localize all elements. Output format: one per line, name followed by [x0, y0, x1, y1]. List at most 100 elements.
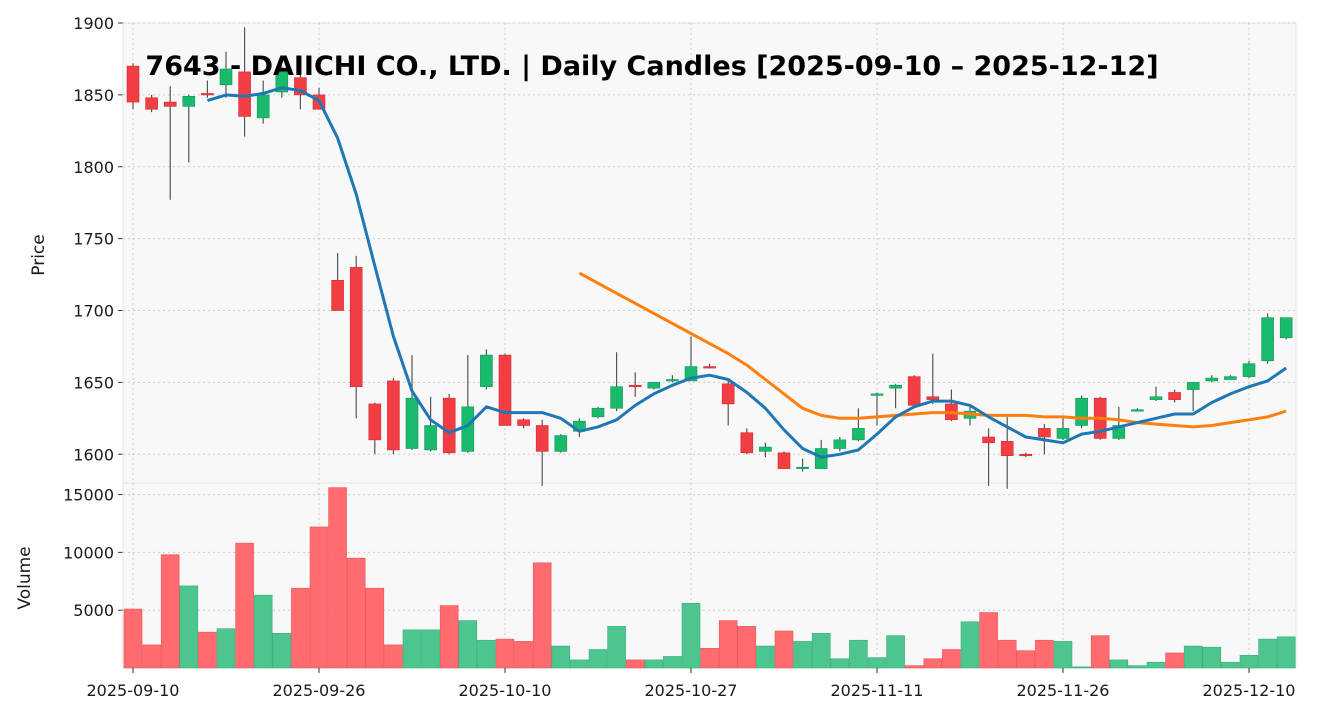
volume-bar — [291, 587, 310, 669]
candle-body — [256, 94, 270, 119]
candle-body — [145, 97, 158, 110]
candle-body — [870, 393, 884, 396]
x-tick-label: 2025-11-26 — [1017, 681, 1110, 700]
volume-bar — [514, 641, 533, 669]
volume-bar — [495, 638, 515, 669]
candle-body — [126, 65, 140, 103]
volume-bar — [718, 620, 738, 669]
candle-body — [182, 96, 196, 107]
volume-bar — [328, 487, 347, 669]
volume-bar — [402, 629, 422, 669]
candle-body — [1019, 453, 1033, 457]
volume-bar — [644, 659, 664, 669]
candle-body — [1038, 428, 1051, 438]
volume-bar — [588, 649, 608, 669]
candle-body — [498, 354, 512, 426]
volume-bar — [830, 658, 850, 669]
price-tick-label: 1650 — [73, 373, 114, 392]
candle-body — [740, 432, 754, 454]
candle-body — [424, 425, 437, 451]
candle-body — [387, 380, 400, 451]
volume-bar — [198, 631, 217, 669]
candle-body — [1205, 377, 1219, 382]
volume-tick-label: 10000 — [63, 543, 114, 562]
x-tick-label: 2025-12-10 — [1203, 681, 1296, 700]
candle-body — [1149, 396, 1163, 400]
candle-body — [219, 68, 233, 86]
volume-bar — [439, 605, 459, 669]
volume-bar — [904, 665, 924, 669]
x-tick-label: 2025-10-27 — [645, 681, 738, 700]
volume-bar — [849, 639, 868, 669]
candle-body — [517, 419, 530, 426]
volume-bar — [1072, 666, 1091, 669]
volume-bar — [886, 635, 905, 669]
volume-bar — [607, 626, 626, 669]
candle-body — [1168, 392, 1181, 400]
volume-bar — [253, 594, 273, 669]
volume-bar — [384, 644, 403, 669]
volume-bar — [1128, 665, 1147, 669]
volume-bar — [942, 649, 961, 669]
price-tick-label: 1800 — [73, 158, 114, 177]
volume-bar — [309, 526, 329, 669]
candle-body — [1056, 428, 1070, 439]
volume-bar — [756, 645, 775, 669]
volume-bar — [1035, 639, 1054, 669]
axes: 1600 1650 1700 1750 1800 1850 1900 5000 10000 150… — [63, 14, 1295, 700]
volume-bars — [123, 487, 1296, 669]
candle-body — [796, 466, 809, 469]
volume-bar — [1221, 661, 1240, 669]
price-tick-label: 1700 — [73, 302, 114, 321]
candle-body — [201, 93, 214, 96]
volume-bar — [737, 626, 757, 669]
candle-body — [405, 397, 419, 449]
candle-body — [1279, 317, 1293, 339]
candle-body — [833, 439, 847, 449]
candle-body — [777, 452, 791, 469]
x-tick-label: 2025-09-26 — [273, 681, 366, 700]
candle-body — [331, 280, 344, 311]
price-tick-label: 1900 — [73, 14, 114, 33]
volume-bar — [272, 633, 292, 669]
candle-body — [349, 267, 363, 387]
volume-bar — [421, 629, 440, 669]
volume-bar — [365, 587, 385, 669]
volume-tick-label: 5000 — [73, 601, 114, 620]
ma-short-line — [206, 86, 1288, 459]
volume-bar — [551, 645, 571, 669]
candle-body — [907, 376, 921, 406]
volume-bar — [142, 644, 161, 669]
volume-bar — [1276, 636, 1296, 669]
candle-body — [368, 403, 382, 441]
volume-bar — [793, 641, 812, 669]
volume-bar — [1146, 661, 1166, 669]
candle-body — [1075, 397, 1088, 426]
moving-average-lines — [206, 86, 1288, 459]
candle-body — [535, 425, 549, 452]
candle-body — [759, 446, 772, 452]
candle-body — [666, 379, 679, 382]
candle-body — [647, 382, 661, 389]
candle-body — [1000, 441, 1014, 456]
volume-bar — [923, 658, 943, 669]
candle-body — [591, 407, 605, 418]
candle-body — [721, 383, 735, 405]
volume-bar — [179, 585, 199, 669]
volume-bar — [216, 628, 236, 669]
candle-body — [554, 435, 568, 452]
volume-bar — [160, 554, 180, 669]
volume-bar — [867, 657, 887, 669]
volume-axis-label: Volume — [15, 546, 35, 609]
volume-bar — [1109, 659, 1129, 669]
candle-body — [610, 386, 623, 409]
candle-body — [442, 397, 456, 454]
candle-body — [926, 396, 940, 400]
volume-bar — [1239, 654, 1259, 669]
candle-body — [1242, 363, 1256, 377]
volume-bar — [532, 562, 552, 669]
candle-body — [1186, 382, 1200, 390]
candle-body — [461, 406, 475, 452]
candle-body — [852, 428, 865, 441]
